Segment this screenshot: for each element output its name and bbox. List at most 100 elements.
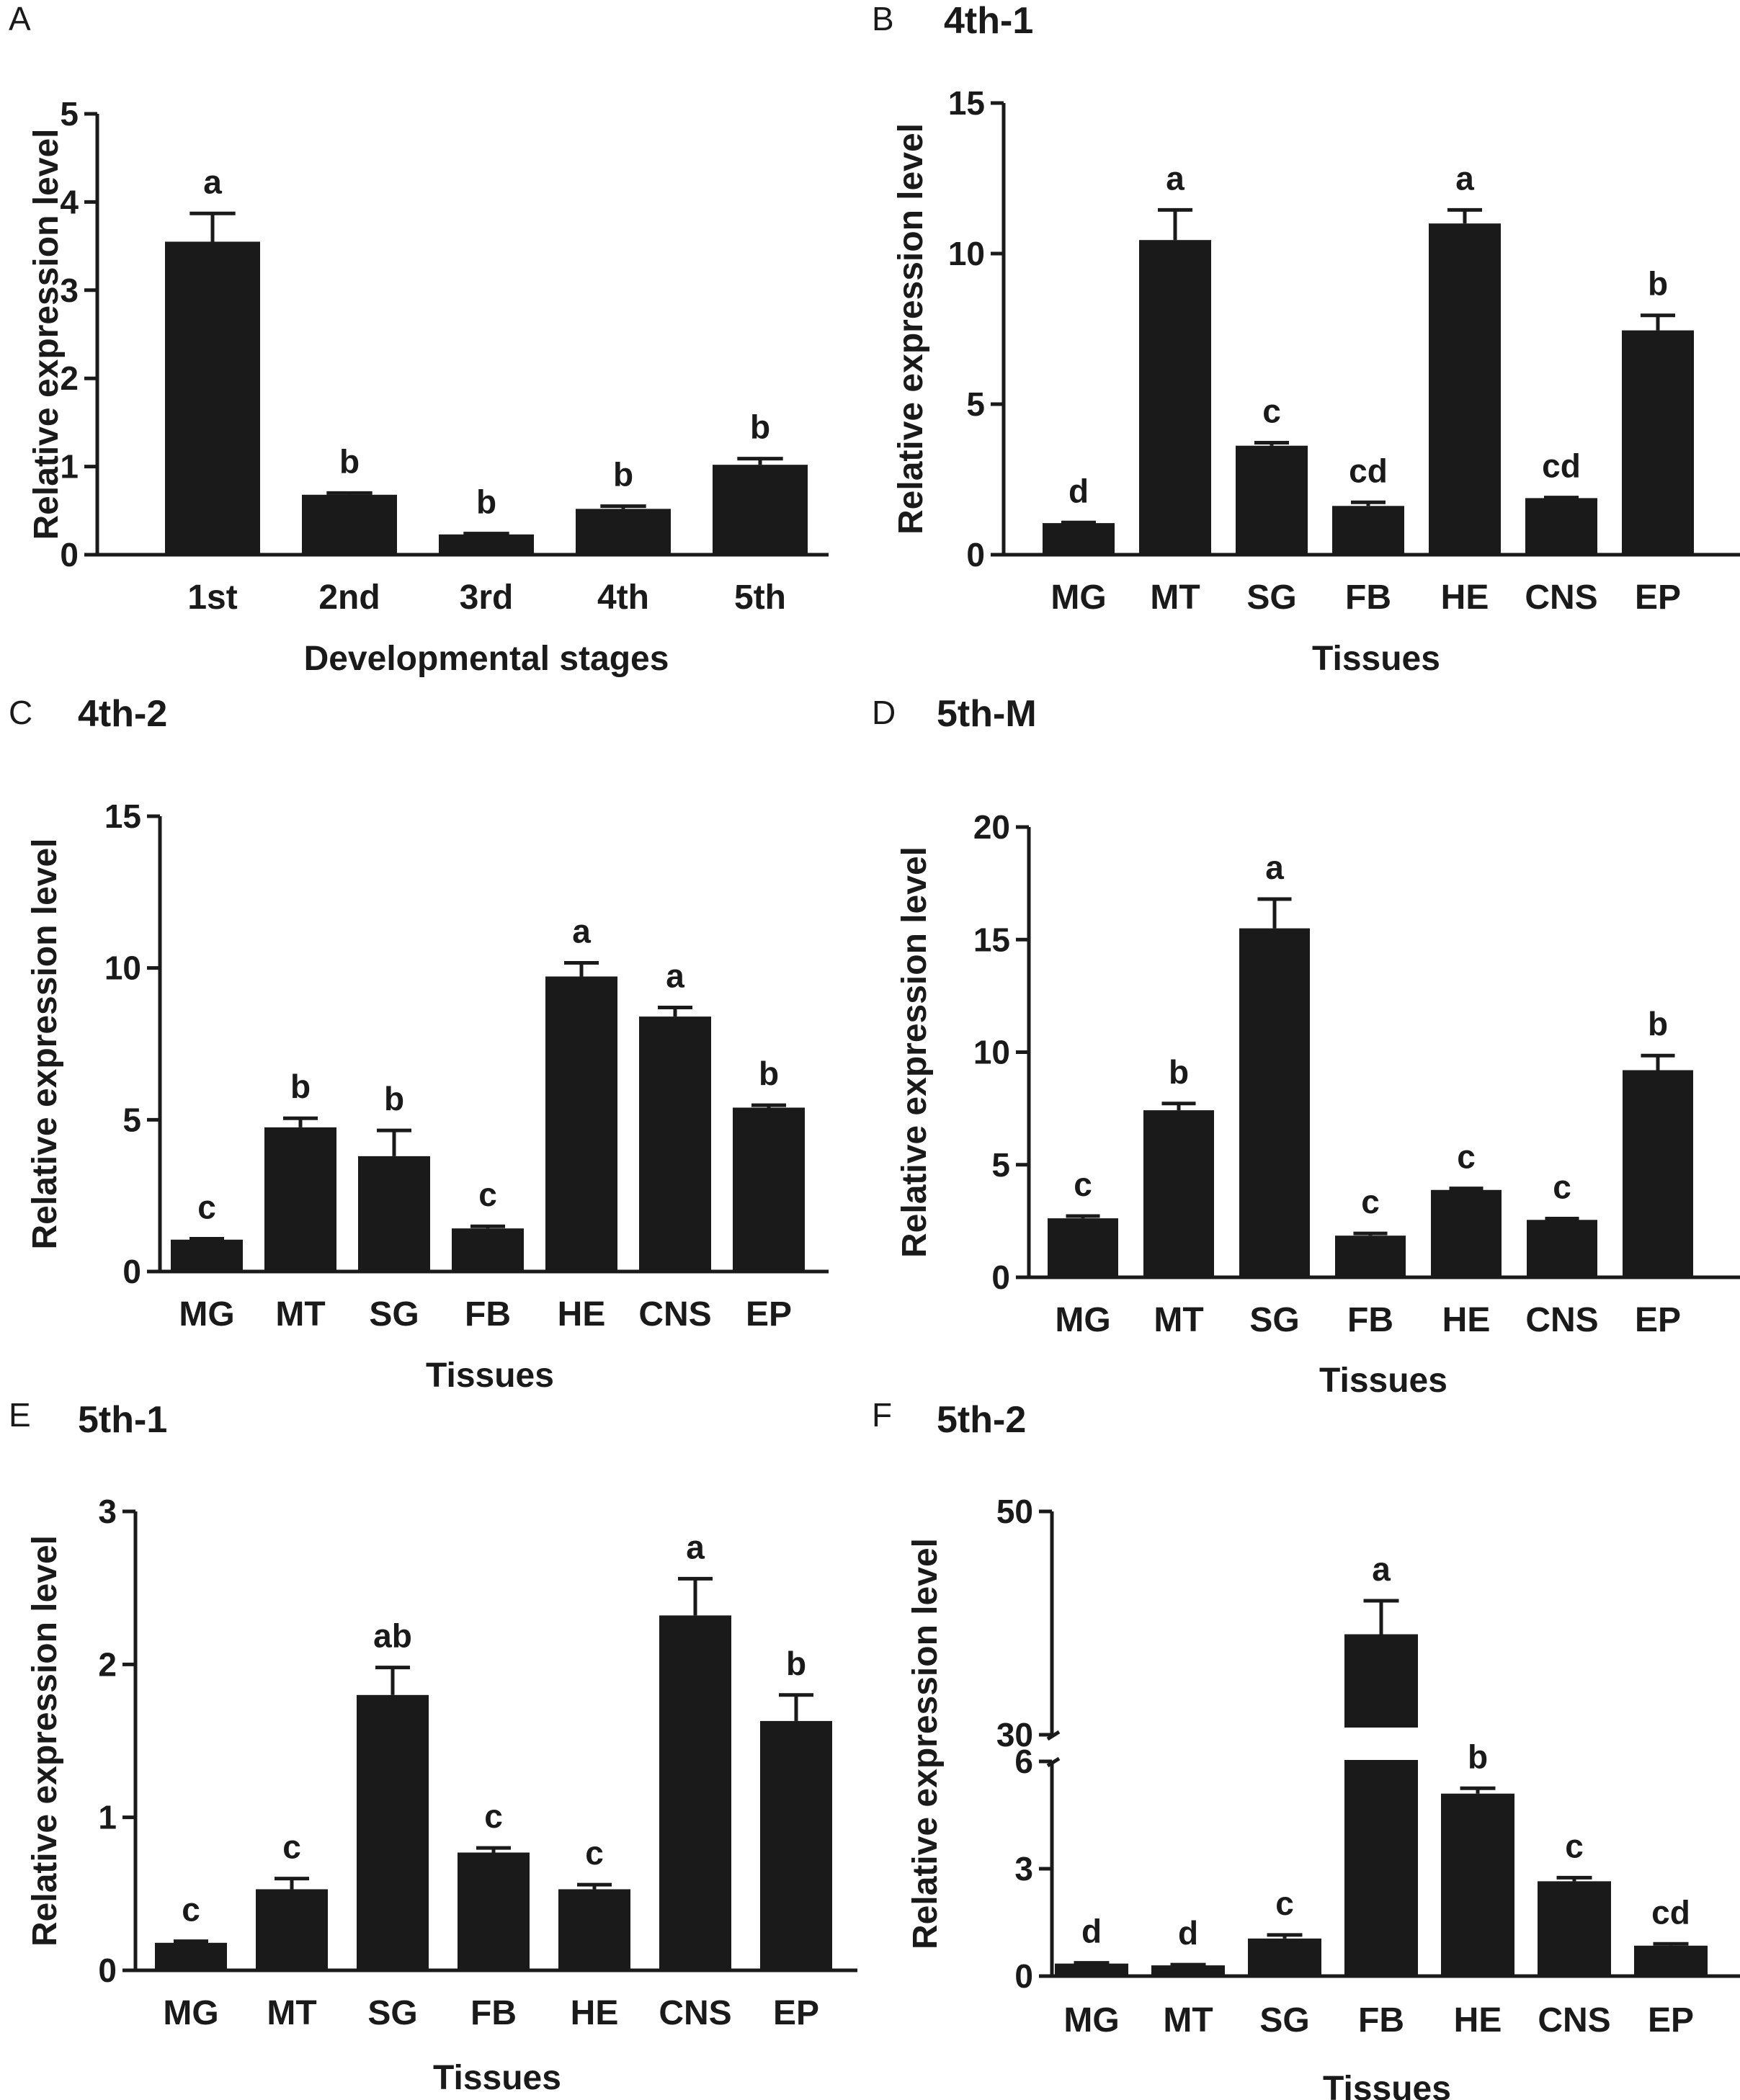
bar — [1622, 330, 1694, 555]
bar — [1429, 223, 1501, 555]
category-label: HE — [558, 1295, 606, 1333]
bar — [1344, 1634, 1418, 1728]
bar — [458, 1852, 530, 1970]
significance-label: ab — [373, 1617, 412, 1655]
category-label: CNS — [1525, 578, 1597, 617]
category-label: HE — [1441, 578, 1489, 617]
bar — [1151, 1965, 1225, 1976]
bar — [155, 1942, 227, 1970]
category-label: MG — [1050, 578, 1106, 617]
category-label: EP — [1635, 1301, 1681, 1339]
category-label: EP — [1648, 2001, 1694, 2039]
significance-label: b — [1648, 265, 1668, 303]
category-label: 5th — [734, 578, 786, 617]
panel-letter: D — [872, 694, 896, 731]
bar — [1043, 523, 1115, 555]
significance-label: a — [203, 163, 222, 200]
category-label: SG — [1259, 2001, 1309, 2039]
bar — [452, 1228, 524, 1272]
bar — [1441, 1793, 1514, 1976]
significance-label: b — [1468, 1738, 1488, 1775]
y-tick-label: 5 — [991, 1146, 1010, 1184]
category-label: MG — [1063, 2001, 1119, 2039]
bar — [302, 494, 397, 555]
significance-label: b — [750, 408, 770, 446]
category-label: MT — [1154, 1301, 1203, 1339]
category-label: HE — [571, 1994, 619, 2032]
y-tick-label: 30 — [996, 1716, 1033, 1753]
y-tick-label: 3 — [1014, 1850, 1033, 1887]
category-label: FB — [1345, 578, 1391, 617]
bar — [1525, 498, 1597, 555]
category-label: MG — [1055, 1301, 1110, 1339]
bar — [1239, 928, 1310, 1277]
significance-label: b — [1169, 1053, 1189, 1091]
significance-label: b — [476, 483, 496, 521]
x-axis-label: Tissues — [1312, 640, 1440, 678]
y-axis-label: Relative expression level — [896, 846, 934, 1258]
significance-label: d — [1068, 472, 1089, 509]
x-axis-label: Tissues — [426, 1357, 554, 1395]
y-tick-label: 0 — [122, 1253, 141, 1290]
bar — [1143, 1110, 1214, 1277]
category-label: EP — [746, 1295, 792, 1333]
category-label: CNS — [659, 1994, 731, 2032]
panel-letter: A — [9, 0, 31, 37]
category-label: SG — [1249, 1301, 1299, 1339]
significance-label: a — [572, 913, 591, 950]
panel-letter: E — [9, 1396, 31, 1434]
significance-label: d — [1081, 1913, 1102, 1950]
significance-label: a — [1166, 159, 1184, 197]
significance-label: c — [478, 1176, 497, 1213]
y-tick-label: 5 — [122, 1101, 141, 1138]
significance-label: b — [786, 1645, 806, 1682]
axis-break-mark — [1046, 1756, 1061, 1768]
panel-title: 4th-1 — [944, 0, 1033, 42]
y-axis-label: Relative expression level — [906, 1538, 945, 1949]
bar — [165, 241, 260, 555]
significance-label: c — [1553, 1168, 1571, 1205]
y-tick-label: 5 — [966, 385, 985, 423]
panel-letter: C — [9, 694, 32, 731]
category-label: FB — [1358, 2001, 1404, 2039]
category-label: MT — [1163, 2001, 1213, 2039]
significance-label: c — [484, 1797, 503, 1835]
significance-label: c — [197, 1188, 216, 1225]
y-tick-label: 1 — [98, 1799, 117, 1836]
significance-label: c — [182, 1891, 200, 1929]
significance-label: a — [1455, 159, 1474, 197]
category-label: FB — [470, 1994, 517, 2032]
category-label: CNS — [1538, 2001, 1610, 2039]
bar — [1527, 1220, 1597, 1277]
category-label: 3rd — [460, 578, 514, 617]
category-label: MG — [163, 1994, 218, 2032]
x-axis-label: Tissues — [1323, 2070, 1451, 2100]
significance-label: c — [1074, 1166, 1092, 1203]
significance-label: b — [290, 1068, 311, 1105]
category-label: FB — [1347, 1301, 1393, 1339]
y-tick-label: 15 — [948, 84, 985, 122]
bar — [659, 1615, 731, 1970]
bar — [1139, 240, 1211, 555]
y-tick-label: 0 — [966, 536, 985, 573]
y-tick-label: 2 — [60, 359, 79, 397]
significance-label: c — [1565, 1827, 1584, 1864]
significance-label: b — [759, 1055, 779, 1092]
significance-label: cd — [1651, 1893, 1690, 1931]
y-tick-label: 3 — [60, 272, 79, 309]
bar — [576, 509, 671, 555]
category-label: FB — [465, 1295, 511, 1333]
category-label: 1st — [187, 578, 237, 617]
bar — [358, 1156, 430, 1272]
category-label: MT — [267, 1994, 316, 2032]
axis-break-mark — [1046, 1730, 1061, 1741]
category-label: CNS — [1525, 1301, 1598, 1339]
y-tick-label: 50 — [996, 1493, 1033, 1530]
panel-title: 5th-2 — [937, 1399, 1026, 1441]
significance-label: a — [1372, 1550, 1391, 1588]
bar — [1623, 1070, 1693, 1277]
bar — [439, 534, 534, 555]
bar — [256, 1889, 328, 1970]
category-label: MG — [179, 1295, 234, 1333]
significance-label: b — [1648, 1005, 1668, 1042]
